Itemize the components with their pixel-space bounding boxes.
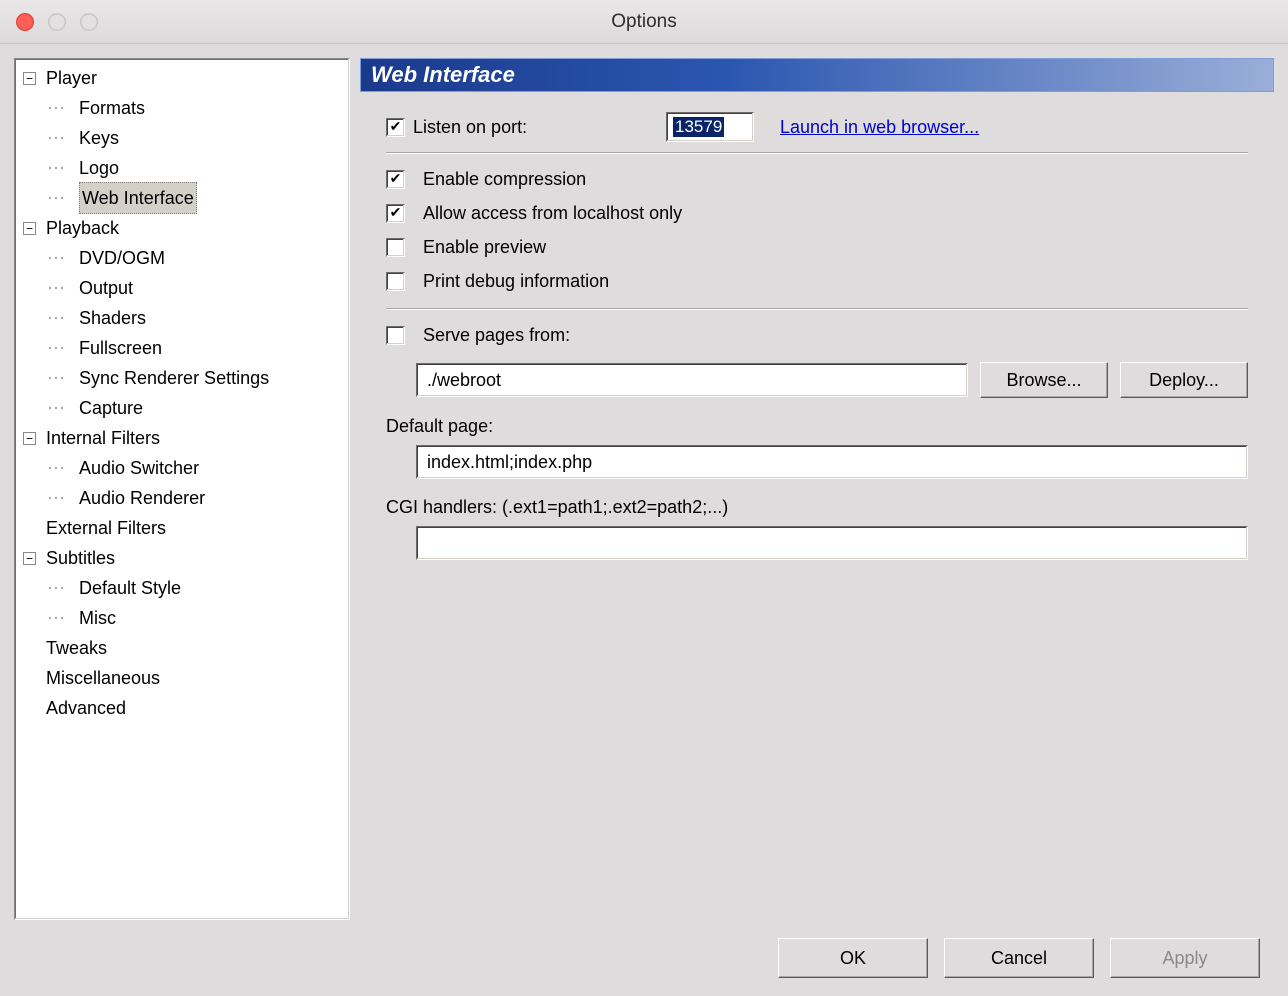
tree-item-player[interactable]: −Player	[23, 63, 345, 93]
content-pane: Web Interface Listen on port: 13579 Laun…	[360, 58, 1274, 920]
tree-item-subtitles[interactable]: −Subtitles	[23, 543, 345, 573]
divider	[386, 308, 1248, 310]
default-page-caption: Default page:	[386, 416, 1248, 437]
options-window: Options −Player ⋯Formats ⋯Keys ⋯Logo ⋯We…	[0, 0, 1288, 996]
tree-item-audio-switcher[interactable]: ⋯Audio Switcher	[47, 453, 345, 483]
divider	[386, 152, 1248, 154]
section-title: Web Interface	[360, 58, 1274, 92]
default-page-block: Default page: index.html;index.php	[386, 416, 1248, 479]
apply-button[interactable]: Apply	[1110, 938, 1260, 978]
ok-button[interactable]: OK	[778, 938, 928, 978]
cgi-handlers-caption: CGI handlers: (.ext1=path1;.ext2=path2;.…	[386, 497, 1248, 518]
browse-button[interactable]: Browse...	[980, 362, 1108, 398]
enable-preview-label: Enable preview	[423, 237, 546, 258]
serve-pages-row: Serve pages from:	[386, 318, 1248, 352]
serve-pages-label: Serve pages from:	[423, 325, 570, 346]
tree-item-audio-renderer[interactable]: ⋯Audio Renderer	[47, 483, 345, 513]
deploy-button[interactable]: Deploy...	[1120, 362, 1248, 398]
tree-item-web-interface[interactable]: ⋯Web Interface	[47, 183, 345, 213]
tree-item-sync-renderer[interactable]: ⋯Sync Renderer Settings	[47, 363, 345, 393]
dialog-body: −Player ⋯Formats ⋯Keys ⋯Logo ⋯Web Interf…	[0, 44, 1288, 920]
allow-localhost-label: Allow access from localhost only	[423, 203, 682, 224]
print-debug-label: Print debug information	[423, 271, 609, 292]
print-debug-checkbox[interactable]	[386, 272, 405, 291]
cgi-handlers-input[interactable]	[416, 526, 1248, 560]
settings-tree[interactable]: −Player ⋯Formats ⋯Keys ⋯Logo ⋯Web Interf…	[14, 58, 350, 920]
tree-item-output[interactable]: ⋯Output	[47, 273, 345, 303]
cgi-handlers-block: CGI handlers: (.ext1=path1;.ext2=path2;.…	[386, 497, 1248, 560]
tree-item-fullscreen[interactable]: ⋯Fullscreen	[47, 333, 345, 363]
listen-port-label: Listen on port:	[413, 117, 527, 138]
enable-compression-label: Enable compression	[423, 169, 586, 190]
serve-pages-checkbox[interactable]	[386, 326, 405, 345]
tree-item-external-filters[interactable]: External Filters	[23, 513, 345, 543]
tree-item-advanced[interactable]: Advanced	[23, 693, 345, 723]
launch-browser-link[interactable]: Launch in web browser...	[780, 117, 979, 138]
tree-item-capture[interactable]: ⋯Capture	[47, 393, 345, 423]
print-debug-row: Print debug information	[386, 264, 1248, 298]
tree-item-keys[interactable]: ⋯Keys	[47, 123, 345, 153]
dialog-footer: OK Cancel Apply	[0, 920, 1288, 996]
default-page-input[interactable]: index.html;index.php	[416, 445, 1248, 479]
allow-localhost-row: Allow access from localhost only	[386, 196, 1248, 230]
tree-item-default-style[interactable]: ⋯Default Style	[47, 573, 345, 603]
enable-compression-row: Enable compression	[386, 162, 1248, 196]
serve-path-input[interactable]: ./webroot	[416, 363, 968, 397]
tree-item-miscellaneous[interactable]: Miscellaneous	[23, 663, 345, 693]
tree-item-misc[interactable]: ⋯Misc	[47, 603, 345, 633]
serve-path-row: ./webroot Browse... Deploy...	[416, 362, 1248, 398]
tree-item-formats[interactable]: ⋯Formats	[47, 93, 345, 123]
port-value: 13579	[673, 117, 724, 137]
tree-item-shaders[interactable]: ⋯Shaders	[47, 303, 345, 333]
cancel-button[interactable]: Cancel	[944, 938, 1094, 978]
listen-port-row: Listen on port: 13579 Launch in web brow…	[386, 112, 1248, 142]
tree-item-playback[interactable]: −Playback	[23, 213, 345, 243]
enable-compression-checkbox[interactable]	[386, 170, 405, 189]
tree-item-internal-filters[interactable]: −Internal Filters	[23, 423, 345, 453]
window-title: Options	[0, 11, 1288, 33]
allow-localhost-checkbox[interactable]	[386, 204, 405, 223]
enable-preview-checkbox[interactable]	[386, 238, 405, 257]
tree-item-dvd-ogm[interactable]: ⋯DVD/OGM	[47, 243, 345, 273]
titlebar: Options	[0, 0, 1288, 44]
web-interface-panel: Listen on port: 13579 Launch in web brow…	[360, 92, 1274, 920]
tree-item-tweaks[interactable]: Tweaks	[23, 633, 345, 663]
enable-preview-row: Enable preview	[386, 230, 1248, 264]
tree-item-logo[interactable]: ⋯Logo	[47, 153, 345, 183]
listen-port-checkbox[interactable]	[386, 118, 405, 137]
port-input[interactable]: 13579	[666, 112, 754, 142]
